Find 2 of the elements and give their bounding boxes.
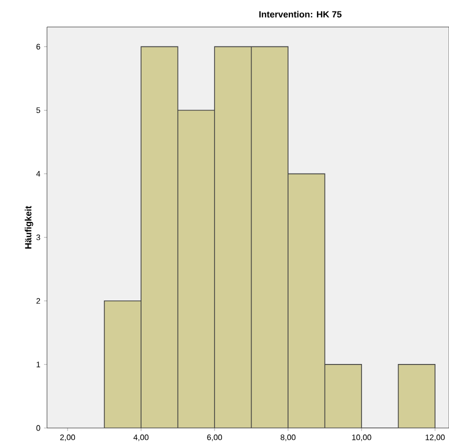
chart-title: Intervention: HK 75: [259, 10, 342, 18]
y-axis-title: Häufigkeit: [24, 206, 34, 249]
